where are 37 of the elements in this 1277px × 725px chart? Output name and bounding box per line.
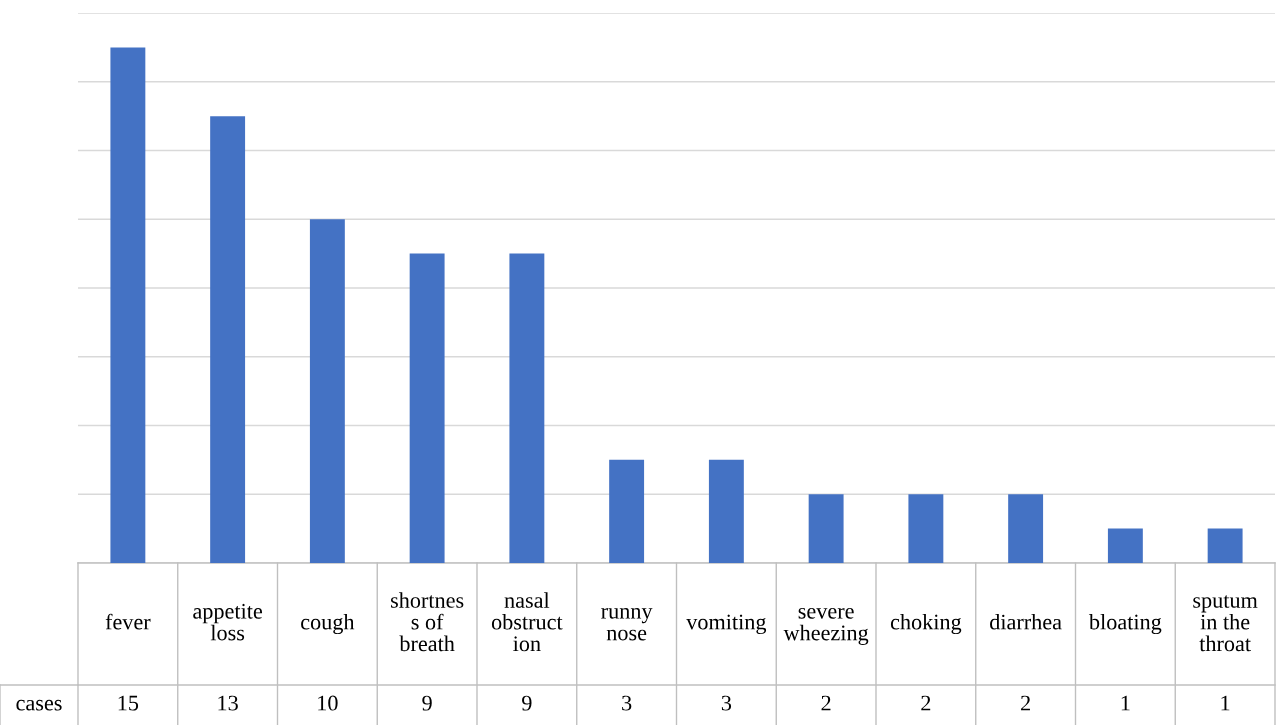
x-tick-label: choking [890,613,962,635]
data-label: 2 [821,695,831,711]
data-label: 15 [118,695,139,711]
bar [409,253,445,563]
bar [1008,494,1044,563]
data-label: 2 [921,695,931,711]
x-tick-label: appetite loss [193,603,263,641]
data-label: 10 [318,695,338,711]
x-tick-label: cough [301,613,355,635]
bar [808,494,844,563]
x-tick-label: diarrhea [990,613,1062,630]
x-tick-label: sputum in the throat [1193,595,1258,652]
x-tick-label: shortness of breath [391,592,464,652]
bar [1107,528,1143,563]
bar [609,459,645,563]
bar [110,47,146,563]
x-tick-label: nasal obstruction [491,592,563,652]
data-label: 3 [721,695,732,711]
x-tick-label: vomiting [686,614,767,635]
x-tick-label: fever [105,613,151,630]
data-label: 3 [622,695,632,711]
data-label: 2 [1021,695,1030,711]
bar [309,219,345,563]
data-label: 13 [218,695,238,711]
data-label: 9 [522,695,532,711]
text: cases [16,699,62,711]
data-label: 9 [422,695,432,711]
bar [908,494,944,563]
bar [708,459,744,563]
data-label: 1 [1221,695,1230,711]
x-tick-label: runny nose [601,607,653,641]
bar [1207,528,1243,563]
bar [210,116,246,563]
data-label: 1 [1121,695,1130,711]
bar [509,253,545,563]
x-tick-label: severe wheezing [783,607,869,645]
x-tick-label: bloating [1088,613,1162,635]
